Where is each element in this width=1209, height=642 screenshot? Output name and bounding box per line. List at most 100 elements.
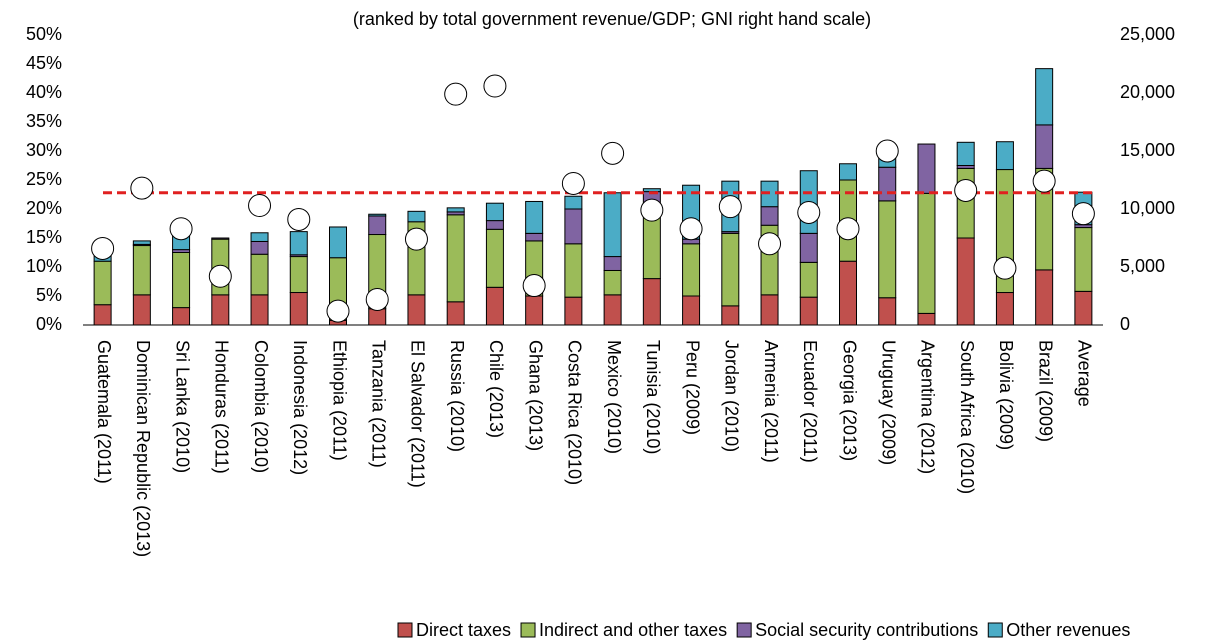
bar-segment	[211, 294, 230, 326]
x-tick-label: Costa Rica (2010)	[565, 340, 585, 485]
x-tick-label: Peru (2009)	[682, 340, 702, 435]
y2-tick-label: 5,000	[1120, 256, 1165, 276]
y-tick-label: 15%	[26, 227, 62, 247]
bar-segment	[603, 269, 622, 296]
x-tick-label: Argentina (2012)	[918, 340, 938, 474]
x-tick-label: Chile (2013)	[486, 340, 506, 438]
bar-segment	[878, 297, 897, 326]
x-tick-label: Brazil (2009)	[1035, 340, 1055, 442]
bar-segment	[721, 232, 740, 307]
gni-marker	[718, 195, 742, 219]
x-tick-label: Ethiopia (2011)	[329, 340, 349, 461]
gni-marker	[797, 200, 821, 224]
x-tick-label: Russia (2010)	[447, 340, 467, 452]
x-tick-label: Jordan (2010)	[722, 340, 742, 452]
bar-segment	[250, 253, 269, 296]
x-tick-label: Indonesia (2012)	[290, 340, 310, 475]
gni-marker	[169, 217, 193, 241]
bar-segment	[289, 231, 308, 256]
gni-marker	[954, 178, 978, 202]
bar-segment	[1074, 227, 1093, 292]
bar-segment	[956, 167, 975, 239]
bar-segment	[132, 294, 151, 326]
bar-segment	[564, 296, 583, 326]
gni-marker	[444, 82, 468, 106]
y-tick-label: 25%	[26, 169, 62, 189]
gni-marker	[287, 207, 311, 231]
bar-segment	[956, 237, 975, 326]
bar-segment	[799, 296, 818, 326]
bar-segment	[329, 226, 347, 259]
bar-segment	[446, 214, 465, 303]
bar-segment	[250, 294, 269, 326]
legend-label: Indirect and other taxes	[539, 620, 727, 640]
bar-segment	[839, 260, 857, 326]
y-tick-label: 10%	[26, 256, 62, 276]
legend-swatch	[520, 622, 536, 638]
bar-segment	[760, 294, 779, 326]
bar-segment	[93, 260, 112, 306]
y2-tick-label: 15,000	[1120, 140, 1175, 160]
bar-segment	[289, 256, 308, 294]
bar-segment	[682, 243, 701, 297]
bar-segment	[368, 308, 387, 326]
y2-tick-label: 25,000	[1120, 24, 1175, 44]
gni-marker	[836, 217, 860, 241]
y-tick-label: 35%	[26, 111, 62, 131]
bar-segment	[132, 240, 151, 245]
bar-segment	[368, 215, 387, 236]
x-tick-label: Mexico (2010)	[604, 340, 624, 454]
x-tick-label: Dominican Republic (2013)	[133, 340, 153, 557]
bar-segment	[799, 232, 818, 263]
gni-marker	[248, 194, 272, 218]
bar-segment	[211, 237, 230, 240]
x-tick-label: Bolivia (2009)	[996, 340, 1016, 450]
bar-segment	[603, 294, 622, 326]
bar-segment	[995, 292, 1014, 326]
gni-marker	[561, 171, 585, 195]
bar-segment	[721, 305, 740, 326]
bar-segment	[1035, 68, 1054, 126]
x-tick-label: Tanzania (2011)	[368, 340, 388, 468]
bar-segment	[446, 207, 465, 213]
x-tick-label: Ecuador (2011)	[800, 340, 820, 463]
y2-tick-label: 20,000	[1120, 82, 1175, 102]
y-tick-label: 30%	[26, 140, 62, 160]
bar-segment	[956, 141, 975, 167]
gni-marker	[993, 256, 1017, 280]
bar-segment	[250, 240, 269, 255]
y-tick-label: 50%	[26, 24, 62, 44]
bar-segment	[485, 228, 504, 288]
legend-swatch	[987, 622, 1003, 638]
bar-segment	[917, 192, 936, 314]
y-tick-label: 45%	[26, 53, 62, 73]
bar-segment	[564, 243, 583, 298]
bar-segment	[525, 295, 544, 326]
bar-segment	[1074, 290, 1093, 326]
y2-tick-label: 0	[1120, 314, 1130, 334]
gni-marker	[1071, 202, 1095, 226]
bar-segment	[1035, 124, 1054, 169]
gni-marker	[601, 141, 625, 165]
bar-segment	[839, 163, 857, 181]
bar-segment	[878, 166, 897, 202]
gni-marker	[365, 287, 389, 311]
x-tick-label: South Africa (2010)	[957, 340, 977, 494]
y2-tick-label: 10,000	[1120, 198, 1175, 218]
x-tick-label: Sri Lanka (2010)	[172, 340, 192, 473]
bar-segment	[603, 256, 622, 271]
legend-swatch	[736, 622, 752, 638]
bar-segment	[289, 292, 308, 326]
y-tick-label: 20%	[26, 198, 62, 218]
bar-segment	[250, 232, 269, 242]
gni-marker	[326, 299, 350, 323]
bar-segment	[799, 261, 818, 298]
bar-segment	[564, 208, 583, 245]
y-tick-label: 40%	[26, 82, 62, 102]
y-tick-label: 5%	[36, 285, 62, 305]
gni-marker	[875, 139, 899, 163]
legend-label: Other revenues	[1006, 620, 1130, 640]
bar-segment	[995, 141, 1014, 171]
bar-segment	[760, 206, 779, 226]
